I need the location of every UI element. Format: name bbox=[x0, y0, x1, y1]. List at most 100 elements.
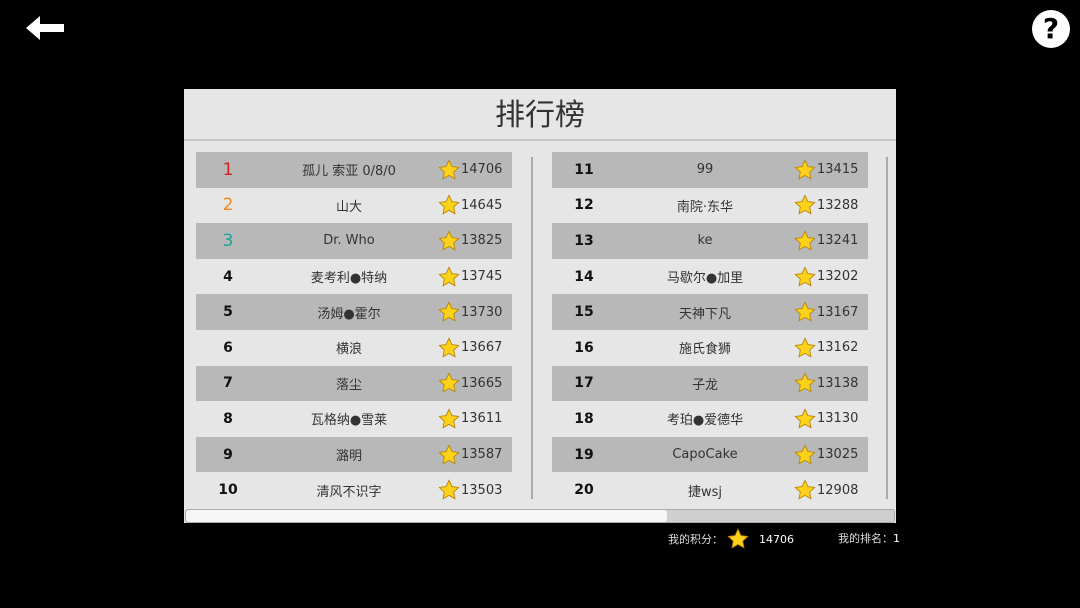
my-rank: 我的排名：1 bbox=[838, 530, 900, 546]
star-icon bbox=[794, 372, 816, 393]
page-title: 排行榜 bbox=[184, 89, 896, 141]
leaderboard-row: 11 99 13415 bbox=[552, 152, 868, 188]
leaderboard-row: 4 麦考利●特纳 13745 bbox=[196, 259, 512, 295]
star-icon bbox=[438, 479, 460, 500]
rank: 16 bbox=[574, 339, 594, 356]
star-icon bbox=[438, 408, 460, 429]
score: 13167 bbox=[817, 304, 859, 320]
player-name: 子龙 bbox=[691, 377, 718, 393]
leaderboard-row: 3 Dr. Who 13825 bbox=[196, 223, 512, 259]
leaderboard-row: 8 瓦格纳●雪莱 13611 bbox=[196, 401, 512, 437]
leaderboard-row: 5 汤姆●霍尔 13730 bbox=[196, 294, 512, 330]
score: 13745 bbox=[461, 269, 503, 285]
rank: 20 bbox=[574, 482, 594, 499]
my-rank-label: 我的排名： bbox=[838, 532, 893, 545]
leaderboard-row: 2 山大 14645 bbox=[196, 188, 512, 224]
rank: 18 bbox=[574, 410, 594, 427]
my-score: 我的积分： 14706 bbox=[668, 528, 794, 550]
star-icon bbox=[438, 230, 460, 251]
score: 13730 bbox=[461, 304, 503, 320]
rank: 7 bbox=[223, 375, 233, 392]
star-icon bbox=[438, 372, 460, 393]
my-score-label: 我的积分： bbox=[668, 533, 723, 546]
leaderboard-row: 15 天神下凡 13167 bbox=[552, 294, 868, 330]
star-icon bbox=[438, 443, 460, 465]
leaderboard-row: 13 ke 13241 bbox=[552, 223, 868, 259]
star-icon bbox=[438, 337, 460, 358]
rank: 9 bbox=[223, 446, 233, 463]
help-button[interactable]: ? bbox=[1032, 10, 1070, 48]
star-icon bbox=[794, 159, 816, 180]
star-icon bbox=[794, 301, 816, 322]
leaderboard-row: 17 子龙 13138 bbox=[552, 365, 868, 402]
rank: 10 bbox=[218, 482, 238, 499]
star-icon bbox=[727, 528, 749, 549]
player-name: 考珀●爱德华 bbox=[666, 413, 744, 429]
my-score-value: 14706 bbox=[759, 532, 794, 546]
leaderboard-row: 12 南院·东华 13288 bbox=[552, 188, 868, 224]
star-icon bbox=[794, 337, 816, 358]
leaderboard-column-left: 1 孤儿 索亚 0/8/0 14706 2 山大 14645 3 Dr. Who 13825 4 麦… bbox=[196, 152, 512, 508]
rank: 14 bbox=[574, 268, 594, 285]
player-name: 99 bbox=[696, 162, 714, 178]
star-icon bbox=[794, 408, 816, 429]
star-icon bbox=[438, 265, 460, 287]
rank: 8 bbox=[223, 410, 233, 427]
rank: 11 bbox=[574, 161, 594, 178]
score: 13825 bbox=[461, 233, 503, 249]
star-icon bbox=[438, 301, 460, 322]
player-name: 山大 bbox=[335, 199, 362, 215]
player-name: 瓦格纳●雪莱 bbox=[310, 413, 388, 429]
star-icon bbox=[794, 479, 816, 500]
leaderboard-row: 16 施氏食狮 13162 bbox=[552, 330, 868, 366]
column-divider bbox=[886, 157, 888, 499]
player-name: 捷wsj bbox=[687, 484, 723, 500]
my-rank-value: 1 bbox=[893, 532, 900, 545]
player-name: 清风不识字 bbox=[316, 484, 382, 500]
leaderboard-row: 10 清风不识字 13503 bbox=[196, 472, 512, 508]
star-icon bbox=[794, 265, 816, 287]
player-name: 天神下凡 bbox=[678, 306, 731, 322]
player-name: ke bbox=[697, 233, 713, 249]
score: 13138 bbox=[817, 375, 859, 391]
rank: 13 bbox=[574, 232, 594, 249]
player-name: 潞明 bbox=[335, 449, 362, 465]
scrollbar-thumb[interactable] bbox=[186, 510, 668, 522]
rank: 19 bbox=[574, 446, 594, 463]
rank: 5 bbox=[223, 304, 233, 321]
leaderboard-row: 7 落尘 13665 bbox=[196, 365, 512, 402]
player-name: 马歇尔●加里 bbox=[666, 271, 744, 287]
rank: 15 bbox=[574, 304, 594, 321]
leaderboard-row: 19 CapoCake 13025 bbox=[552, 436, 868, 473]
star-icon bbox=[438, 159, 460, 180]
leaderboard-row: 14 马歇尔●加里 13202 bbox=[552, 259, 868, 295]
leaderboard-row: 20 捷wsj 12908 bbox=[552, 472, 868, 508]
player-name: CapoCake bbox=[672, 447, 738, 463]
leaderboard-panel: 排行榜 1 孤儿 索亚 0/8/0 14706 2 山大 14 6 4 5 3 Dr. Who 138… bbox=[184, 89, 896, 523]
column-divider bbox=[531, 157, 533, 499]
score: 14706 bbox=[461, 162, 503, 178]
rank: 12 bbox=[574, 197, 594, 214]
score: 13503 bbox=[461, 482, 503, 498]
score: 12908 bbox=[817, 482, 859, 498]
leaderboard-row: 6 横浪 13667 bbox=[196, 330, 512, 366]
player-name: 汤姆●霍尔 bbox=[317, 306, 381, 322]
score: 13202 bbox=[817, 269, 859, 285]
rank: 17 bbox=[574, 375, 594, 392]
rank: 6 bbox=[223, 339, 233, 356]
rank: 4 bbox=[223, 268, 233, 285]
score: 13415 bbox=[817, 162, 859, 178]
star-icon bbox=[794, 194, 816, 215]
rank: 2 bbox=[222, 195, 234, 216]
score: 13130 bbox=[817, 411, 859, 427]
horizontal-scrollbar[interactable] bbox=[185, 509, 895, 523]
score: 13025 bbox=[817, 447, 859, 463]
player-name: 孤儿 索亚 0/8/0 bbox=[302, 164, 396, 180]
leaderboard-row: 9 潞明 13587 bbox=[196, 436, 512, 473]
rank: 1 bbox=[222, 159, 234, 180]
player-name: 麦考利●特纳 bbox=[310, 271, 388, 287]
score: 13665 bbox=[461, 375, 503, 391]
leaderboard-row: 18 考珀●爱德华 13130 bbox=[552, 401, 868, 437]
back-arrow-icon[interactable] bbox=[26, 14, 66, 42]
star-icon bbox=[438, 194, 460, 215]
